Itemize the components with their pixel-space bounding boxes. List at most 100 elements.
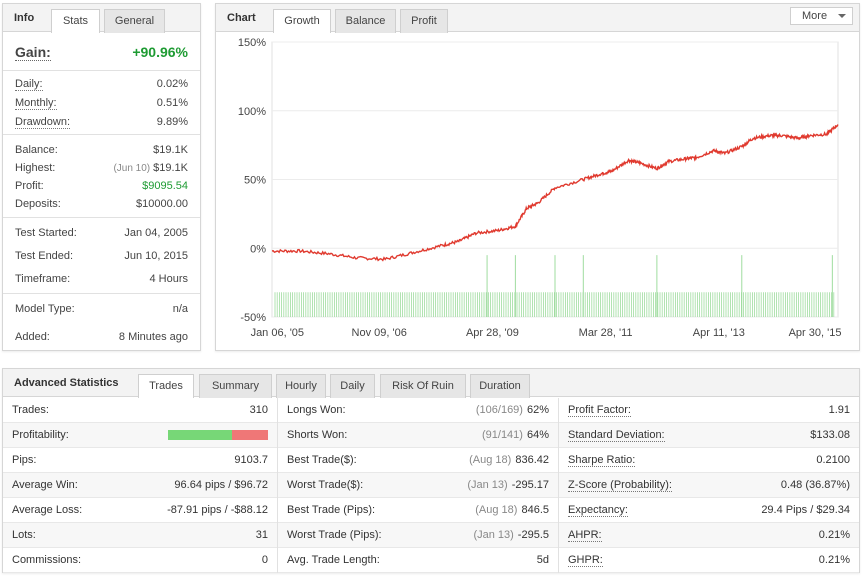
added-value: 8 Minutes ago	[118, 331, 188, 343]
profit-factor-label[interactable]: Profit Factor:	[568, 404, 631, 417]
longs-won-value-wrap: (106/169) 62%	[476, 404, 549, 416]
sharpe-ratio-label[interactable]: Sharpe Ratio:	[568, 454, 636, 467]
best-trade-pips-value: 846.5	[521, 504, 549, 516]
info-row-test-ended: Test Ended: Jun 10, 2015	[15, 250, 188, 264]
column-divider	[558, 398, 559, 573]
tab-summary[interactable]: Summary	[199, 374, 272, 398]
z-score-probability-label[interactable]: Z-Score (Probability):	[568, 479, 672, 492]
deposits-label: Deposits:	[15, 198, 61, 210]
daily-label[interactable]: Daily:	[15, 78, 43, 91]
tab-risk-of-ruin[interactable]: Risk Of Ruin	[380, 374, 466, 398]
model-type-value: n/a	[172, 303, 188, 315]
profit-label: Profit:	[15, 180, 44, 192]
chart-panel: Chart Growth Balance Profit More 150% 100…	[215, 3, 860, 351]
monthly-value: 0.51%	[156, 97, 188, 109]
best-trade-detail: (Aug 18)	[469, 454, 512, 466]
daily-value: 0.02%	[156, 78, 188, 90]
stat-row-best-trade-pips: Best Trade (Pips): (Aug 18) 846.5	[278, 498, 558, 523]
expectancy-value: 29.4 Pips / $29.34	[761, 504, 850, 516]
standard-deviation-value: $133.08	[810, 429, 850, 441]
info-group-balance: Balance: $19.1K Highest: (Jun 10) $19.1K …	[3, 135, 200, 218]
commissions-value: 0	[261, 554, 268, 566]
growth-chart: 150% 100% 50% 0% -50% Jan 06, '05 Nov 09, '06 A…	[238, 37, 842, 339]
info-panel-header: Info Stats General	[3, 4, 200, 33]
balance-value: $19.1K	[153, 144, 188, 156]
info-row-highest: Highest: (Jun 10) $19.1K	[15, 162, 188, 176]
test-ended-label: Test Ended:	[15, 250, 74, 262]
stat-row-best-trade: Best Trade($): (Aug 18) 836.42	[278, 448, 558, 473]
standard-deviation-value-wrap: $133.08	[810, 429, 850, 441]
chart-panel-header: Chart Growth Balance Profit More	[216, 4, 859, 33]
worst-trade-pips-detail: (Jan 13)	[473, 529, 514, 541]
tab-growth[interactable]: Growth	[273, 9, 331, 33]
y-tick-label: 150%	[238, 37, 266, 49]
best-trade-value: 836.42	[515, 454, 549, 466]
x-tick-label: Jan 06, '05	[251, 327, 304, 339]
pips-label: Pips:	[12, 454, 37, 466]
timeframe-label: Timeframe:	[15, 273, 71, 285]
tab-trades[interactable]: Trades	[138, 374, 194, 398]
monthly-label[interactable]: Monthly:	[15, 97, 57, 110]
info-row-daily: Daily: 0.02%	[15, 78, 188, 92]
sharpe-ratio-value: 0.2100	[816, 454, 850, 466]
deposits-value: $10000.00	[136, 198, 188, 210]
info-panel-title: Info	[14, 12, 35, 24]
test-started-value: Jan 04, 2005	[124, 227, 188, 239]
stat-row-ahpr: AHPR: 0.21%	[559, 523, 859, 548]
ghpr-value: 0.21%	[818, 554, 850, 566]
x-tick-label: Nov 09, '06	[352, 327, 407, 339]
info-row-added: Added: 8 Minutes ago	[15, 331, 188, 345]
profitability-win-segment	[168, 430, 232, 440]
expectancy-label[interactable]: Expectancy:	[568, 504, 628, 517]
drawdown-label[interactable]: Drawdown:	[15, 116, 71, 129]
ahpr-value-wrap: 0.21%	[819, 529, 850, 541]
pips-value: 9103.7	[234, 454, 268, 466]
x-tick-label: Mar 28, '11	[579, 327, 633, 339]
average-win-value-wrap: 96.64 pips / $96.72	[174, 479, 268, 491]
gain-value: +90.96%	[132, 44, 188, 60]
highest-label: Highest:	[15, 162, 56, 174]
tab-profit[interactable]: Profit	[400, 9, 448, 33]
avg-trade-length-value-wrap: 5d	[537, 554, 549, 566]
best-trade-value-wrap: (Aug 18) 836.42	[469, 454, 549, 466]
worst-trade-pips-value-wrap: (Jan 13) -295.5	[473, 529, 549, 541]
x-tick-label: Apr 11, '13	[693, 327, 745, 339]
stat-row-longs-won: Longs Won: (106/169) 62%	[278, 398, 558, 423]
balance-label: Balance:	[15, 144, 58, 156]
stat-row-sharpe-ratio: Sharpe Ratio: 0.2100	[559, 448, 859, 473]
stat-row-shorts-won: Shorts Won: (91/141) 64%	[278, 423, 558, 448]
longs-won-detail: (106/169)	[475, 404, 523, 416]
advanced-statistics-header: Advanced Statistics Trades Summary Hourl…	[3, 369, 859, 398]
info-row-drawdown: Drawdown: 9.89%	[15, 116, 188, 130]
added-label: Added:	[15, 331, 50, 343]
stat-row-profit-factor: Profit Factor: 1.91	[559, 398, 859, 423]
profit-value: $9095.54	[142, 180, 188, 192]
tab-general[interactable]: General	[104, 9, 165, 33]
gain-label[interactable]: Gain:	[15, 44, 51, 61]
ahpr-label[interactable]: AHPR:	[568, 529, 602, 542]
best-trade-pips-value-wrap: (Aug 18) 846.5	[475, 504, 549, 516]
average-win-value: 96.64 pips / $96.72	[174, 479, 268, 491]
stat-row-avg-trade-length: Avg. Trade Length: 5d	[278, 548, 558, 573]
tab-stats[interactable]: Stats	[51, 9, 100, 33]
stat-row-lots: Lots: 31	[3, 523, 277, 548]
tab-duration[interactable]: Duration	[470, 374, 530, 398]
stat-row-expectancy: Expectancy: 29.4 Pips / $29.34	[559, 498, 859, 523]
stat-row-z-score-probability: Z-Score (Probability): 0.48 (36.87%)	[559, 473, 859, 498]
timeframe-value: 4 Hours	[149, 273, 188, 285]
more-dropdown[interactable]: More	[790, 7, 853, 25]
ghpr-label[interactable]: GHPR:	[568, 554, 603, 567]
ghpr-value-wrap: 0.21%	[819, 554, 850, 566]
info-row-balance: Balance: $19.1K	[15, 144, 188, 158]
standard-deviation-label[interactable]: Standard Deviation:	[568, 429, 665, 442]
tab-balance[interactable]: Balance	[335, 9, 396, 33]
profit-factor-value: 1.91	[828, 404, 850, 416]
worst-trade-pips-label: Worst Trade (Pips):	[287, 529, 382, 541]
profit-factor-value-wrap: 1.91	[829, 404, 850, 416]
tab-daily[interactable]: Daily	[330, 374, 375, 398]
y-tick-label: 50%	[244, 175, 266, 187]
worst-trade-value-wrap: (Jan 13) -295.17	[467, 479, 549, 491]
stat-row-commissions: Commissions: 0	[3, 548, 277, 573]
worst-trade-label: Worst Trade($):	[287, 479, 364, 491]
tab-hourly[interactable]: Hourly	[276, 374, 326, 398]
